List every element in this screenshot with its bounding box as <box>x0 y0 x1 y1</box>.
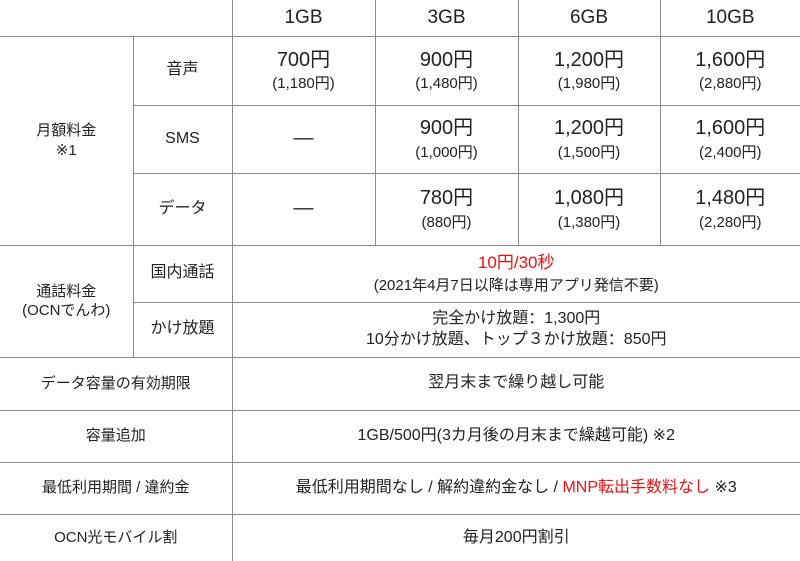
cell-sms-3gb-sub: (1,000円) <box>415 143 478 161</box>
cell-data-1gb: — <box>231 172 376 246</box>
table-row-monthly-voice: 月額料金 ※1 音声 700円 (1,180円) 900円 (1,480円) 1… <box>0 35 800 246</box>
column-header-plan-1: 1GB <box>231 0 376 37</box>
cell-hikari-discount-value: 毎月200円割引 <box>231 513 800 561</box>
cell-data-3gb-sub: (880円) <box>421 213 472 231</box>
cell-unlimited-call-value: 完全かけ放題：1,300円 10分かけ放題、トップ３かけ放題：850円 <box>231 301 800 358</box>
cell-sms-10gb: 1,600円 (2,400円) <box>659 104 800 174</box>
cell-sms-6gb-main: 1,200円 <box>553 117 625 140</box>
cell-min-term-value: 最低利用期間なし / 解約違約金なし / MNP転出手数料なし ※3 <box>231 461 800 515</box>
table-row-domestic-call: 通話料金 (OCNでんわ) 国内通話 10円/30秒 (2021年4月7日以降は… <box>0 244 800 358</box>
cell-sms-10gb-sub: (2,400円) <box>698 143 762 161</box>
row-label-capacity-addon: 容量追加 <box>0 409 233 463</box>
min-term-mnp-free: MNP転出手数料なし <box>562 478 710 496</box>
row-label-hikari-discount: OCN光モバイル割 <box>0 513 233 561</box>
cell-sms-3gb-main: 900円 <box>419 117 474 140</box>
cell-sms-1gb: — <box>231 104 376 174</box>
cell-voice-6gb-sub: (1,980円) <box>557 75 621 93</box>
table-row-min-term: 最低利用期間 / 違約金 最低利用期間なし / 解約違約金なし / MNP転出手… <box>0 461 800 515</box>
cell-data-6gb-main: 1,080円 <box>553 187 625 210</box>
cell-voice-10gb: 1,600円 (2,880円) <box>659 35 800 106</box>
group-label-monthly-fee: 月額料金 ※1 <box>0 35 134 246</box>
cell-data-validity-value: 翌月末まで繰り越し可能 <box>231 356 800 411</box>
column-header-plan-4: 10GB <box>659 0 800 37</box>
group-label-call-charges: 通話料金 (OCNでんわ) <box>0 244 134 358</box>
cell-sms-6gb: 1,200円 (1,500円) <box>517 104 661 174</box>
cell-data-10gb-sub: (2,280円) <box>698 213 762 231</box>
cell-sms-6gb-sub: (1,500円) <box>557 143 621 161</box>
cell-data-3gb: 780円 (880円) <box>374 172 519 246</box>
cell-capacity-addon-value: 1GB/500円(3カ月後の月末まで繰越可能) ※2 <box>231 409 800 463</box>
row-label-sms: SMS <box>133 104 233 174</box>
table-row-data-validity: データ容量の有効期限 翌月末まで繰り越し可能 <box>0 356 800 411</box>
cell-sms-3gb: 900円 (1,000円) <box>374 104 519 174</box>
cell-voice-3gb-main: 900円 <box>419 48 474 71</box>
cell-data-6gb-sub: (1,380円) <box>557 213 621 231</box>
group-label-call-charges-text: 通話料金 <box>36 282 97 300</box>
cell-data-6gb: 1,080円 (1,380円) <box>517 172 661 246</box>
row-label-data: データ <box>133 172 233 246</box>
column-header-plan-3: 6GB <box>517 0 661 37</box>
min-term-part2: ※3 <box>710 478 737 496</box>
table-row-monthly-data: データ — 780円 (880円) 1,080円 (1,380円) 1,480円… <box>0 172 800 246</box>
min-term-part1: 最低利用期間なし / 解約違約金なし / <box>295 478 563 496</box>
row-label-data-validity: データ容量の有効期限 <box>0 356 233 411</box>
cell-data-10gb-main: 1,480円 <box>695 187 766 210</box>
cell-data-3gb-main: 780円 <box>419 187 474 210</box>
cell-voice-10gb-main: 1,600円 <box>695 48 766 71</box>
group-label-monthly-fee-text: 月額料金 <box>36 122 97 140</box>
header-corner-blank <box>0 0 232 36</box>
cell-voice-3gb: 900円 (1,480円) <box>374 35 519 106</box>
row-label-min-term: 最低利用期間 / 違約金 <box>0 461 233 515</box>
column-header-plan-2: 3GB <box>374 0 519 37</box>
row-label-unlimited-call: かけ放題 <box>133 301 233 358</box>
domestic-call-rate: 10円/30秒 <box>477 253 555 273</box>
table-row-unlimited-call: かけ放題 完全かけ放題：1,300円 10分かけ放題、トップ３かけ放題：850円 <box>0 301 800 358</box>
cell-voice-6gb: 1,200円 (1,980円) <box>517 35 661 106</box>
cell-voice-1gb-sub: (1,180円) <box>272 75 335 93</box>
cell-voice-1gb: 700円 (1,180円) <box>231 35 376 106</box>
cell-data-10gb: 1,480円 (2,280円) <box>659 172 800 246</box>
row-label-domestic-call: 国内通話 <box>132 244 233 303</box>
row-label-voice: 音声 <box>132 35 233 106</box>
group-label-monthly-fee-note: ※1 <box>55 141 77 159</box>
cell-voice-3gb-sub: (1,480円) <box>415 75 478 93</box>
unlimited-call-line1: 完全かけ放題：1,300円 <box>432 309 601 327</box>
table-row-capacity-addon: 容量追加 1GB/500円(3カ月後の月末まで繰越可能) ※2 <box>0 409 800 463</box>
cell-sms-10gb-main: 1,600円 <box>695 117 766 140</box>
group-label-call-charges-sub: (OCNでんわ) <box>22 302 111 319</box>
cell-domestic-call-value: 10円/30秒 (2021年4月7日以降は専用アプリ発信不要) <box>231 244 800 303</box>
cell-voice-6gb-main: 1,200円 <box>553 48 625 71</box>
unlimited-call-line2: 10分かけ放題、トップ３かけ放題：850円 <box>366 331 667 348</box>
domestic-call-note: (2021年4月7日以降は専用アプリ発信不要) <box>373 276 659 294</box>
cell-voice-1gb-main: 700円 <box>276 48 331 71</box>
table-header-row: 1GB 3GB 6GB 10GB <box>0 0 800 37</box>
table-row-hikari-discount: OCN光モバイル割 毎月200円割引 <box>0 513 800 561</box>
cell-voice-10gb-sub: (2,880円) <box>698 75 762 93</box>
